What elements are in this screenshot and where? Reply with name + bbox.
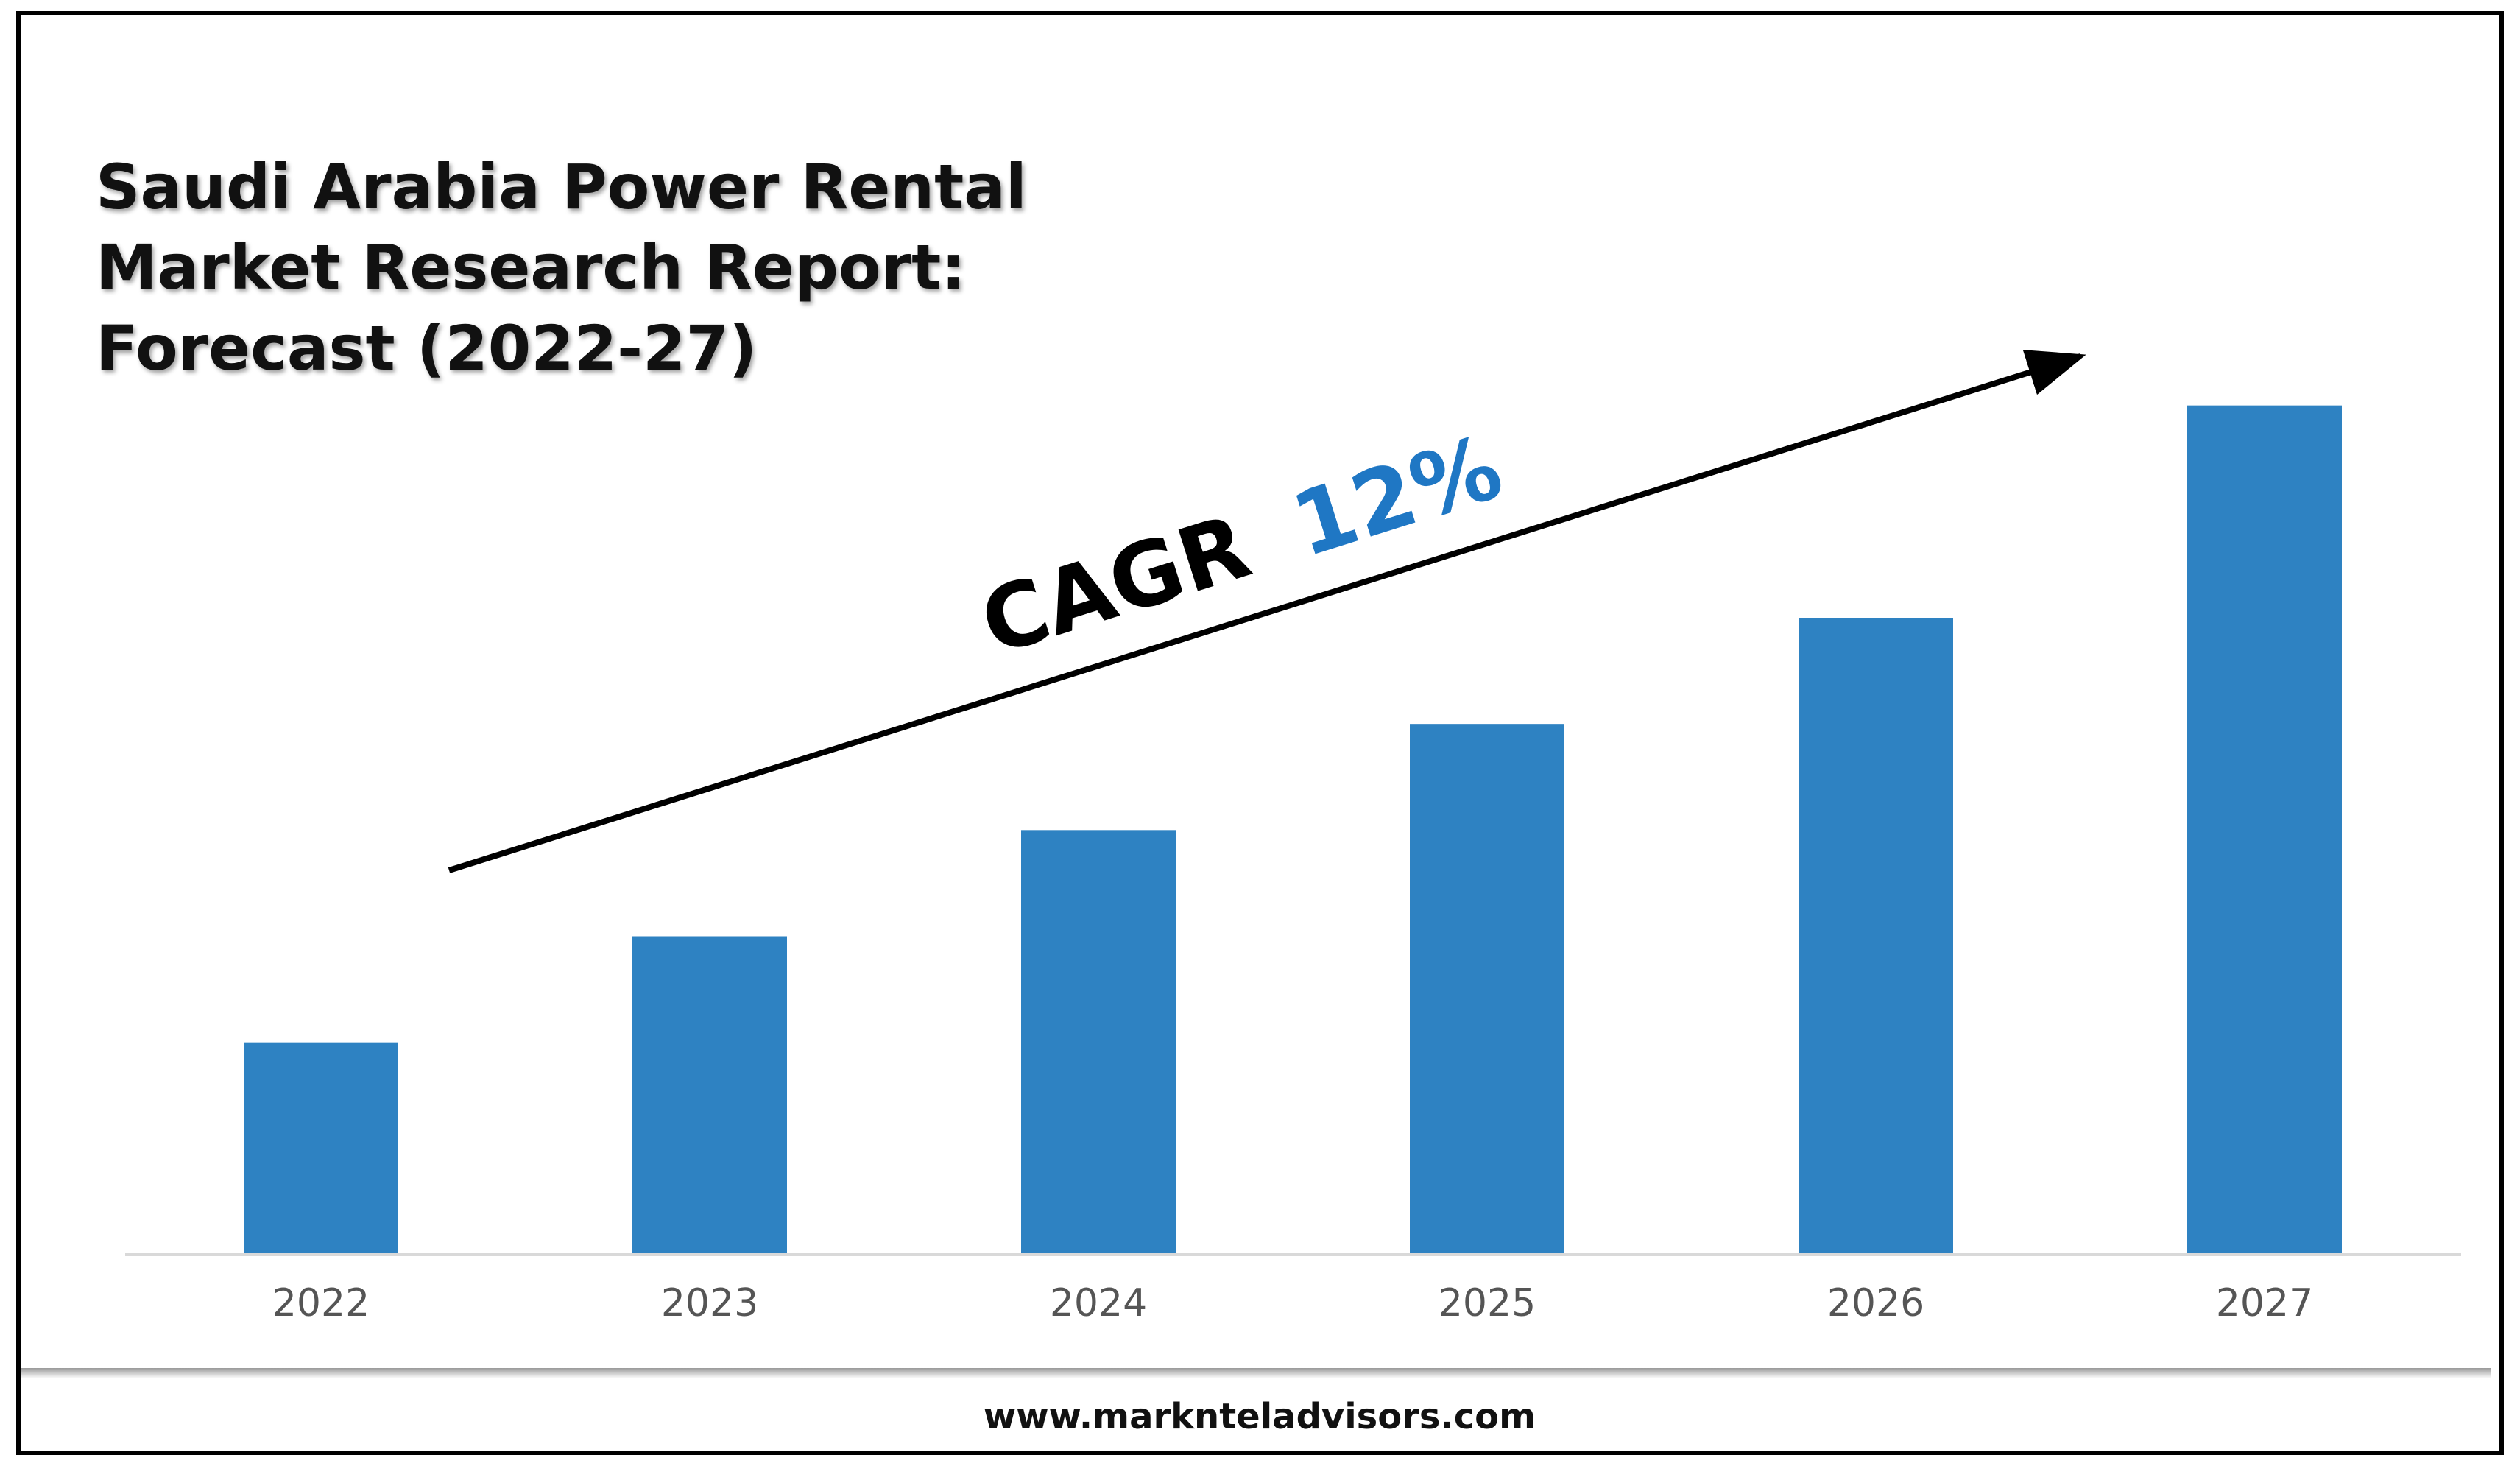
chart-title-line-1: Saudi Arabia Power Rental bbox=[96, 151, 1027, 223]
x-tick-label-2025: 2025 bbox=[1439, 1281, 1536, 1325]
bar-2023 bbox=[632, 936, 787, 1255]
chart-title: Saudi Arabia Power Rental Market Researc… bbox=[96, 151, 1048, 384]
bar-2024 bbox=[1021, 830, 1176, 1255]
cagr-value: 12% bbox=[1281, 416, 1514, 577]
x-tick-label-2022: 2022 bbox=[272, 1281, 370, 1325]
cagr-trend-arrow bbox=[448, 350, 2086, 873]
cagr-prefix: CAGR bbox=[970, 496, 1261, 675]
x-tick-label-2024: 2024 bbox=[1050, 1281, 1147, 1325]
bar-2027 bbox=[2187, 405, 2342, 1255]
x-tick-label-2027: 2027 bbox=[2216, 1281, 2313, 1325]
cagr-annotation: CAGR 12% bbox=[970, 416, 1514, 675]
x-tick-label-2026: 2026 bbox=[1827, 1281, 1924, 1325]
chart-frame bbox=[16, 11, 2504, 1455]
bar-series bbox=[244, 405, 2342, 1255]
footer-rule bbox=[21, 1368, 2491, 1378]
footer-url: www.marknteladvisors.com bbox=[984, 1396, 1536, 1437]
x-tick-label-2023: 2023 bbox=[661, 1281, 758, 1325]
chart-title-line-3: Forecast (2022-27) bbox=[96, 312, 757, 384]
bar-2025 bbox=[1410, 724, 1564, 1255]
bar-2026 bbox=[1799, 618, 1953, 1255]
bar-2022 bbox=[244, 1042, 398, 1255]
x-axis-tick-labels: 2022 2023 2024 2025 2026 2027 bbox=[272, 1281, 2313, 1325]
chart-title-line-2: Market Research Report: bbox=[96, 231, 966, 303]
